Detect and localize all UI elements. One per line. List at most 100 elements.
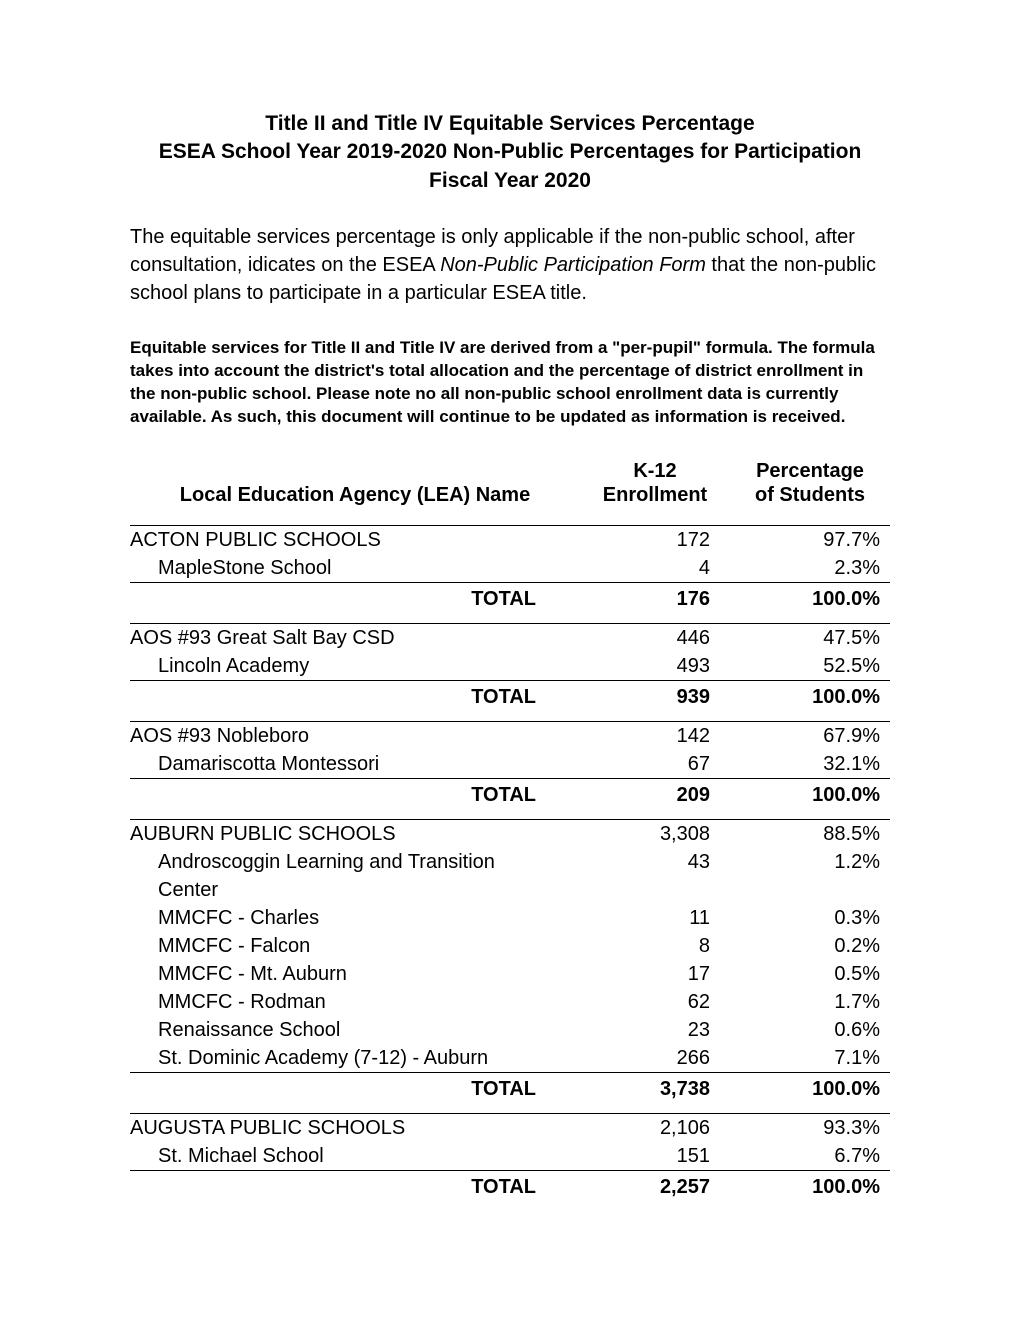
total-label: TOTAL [130, 585, 560, 613]
sub-school-row: MMCFC - Falcon80.2% [130, 932, 890, 960]
title-line-2: ESEA School Year 2019-2020 Non-Public Pe… [159, 140, 862, 163]
sub-school-enrollment: 8 [560, 932, 720, 960]
intro-paragraph: The equitable services percentage is onl… [130, 223, 890, 307]
total-enrollment: 176 [560, 585, 720, 613]
intro-italic: Non-Public Participation Form [440, 254, 711, 276]
sub-school-name: St. Michael School [130, 1142, 560, 1170]
sub-school-enrollment: 17 [560, 960, 720, 988]
total-percentage: 100.0% [720, 781, 890, 809]
sub-school-name: Lincoln Academy [130, 652, 560, 680]
sub-school-name: MMCFC - Charles [130, 904, 560, 932]
sub-school-row: Lincoln Academy49352.5% [130, 652, 890, 680]
table-body: ACTON PUBLIC SCHOOLS17297.7%MapleStone S… [130, 525, 890, 1201]
sub-school-name: Androscoggin Learning and Transition Cen… [130, 848, 560, 904]
lea-main-row: AOS #93 Nobleboro14267.9% [130, 722, 890, 750]
total-row: TOTAL939100.0% [130, 680, 890, 711]
lea-name: AOS #93 Nobleboro [130, 722, 560, 750]
lea-main-row: AOS #93 Great Salt Bay CSD44647.5% [130, 624, 890, 652]
sub-school-enrollment: 493 [560, 652, 720, 680]
sub-school-name: Renaissance School [130, 1016, 560, 1044]
lea-main-row: ACTON PUBLIC SCHOOLS17297.7% [130, 526, 890, 554]
document-title: Title II and Title IV Equitable Services… [130, 110, 890, 195]
header-pct-l2: of Students [755, 484, 865, 506]
page: Title II and Title IV Equitable Services… [0, 0, 1020, 1320]
header-enroll-l2: Enrollment [603, 484, 707, 506]
lea-percentage: 93.3% [720, 1114, 890, 1142]
total-enrollment: 209 [560, 781, 720, 809]
lea-name: AUBURN PUBLIC SCHOOLS [130, 820, 560, 848]
sub-school-row: MMCFC - Rodman621.7% [130, 988, 890, 1016]
sub-school-enrollment: 266 [560, 1044, 720, 1072]
sub-school-name: MMCFC - Mt. Auburn [130, 960, 560, 988]
sub-school-percentage: 52.5% [720, 652, 890, 680]
lea-group: ACTON PUBLIC SCHOOLS17297.7%MapleStone S… [130, 525, 890, 613]
sub-school-enrollment: 4 [560, 554, 720, 582]
lea-main-row: AUBURN PUBLIC SCHOOLS3,30888.5% [130, 820, 890, 848]
lea-percentage: 88.5% [720, 820, 890, 848]
lea-percentage: 47.5% [720, 624, 890, 652]
sub-school-row: St. Dominic Academy (7-12) - Auburn2667.… [130, 1044, 890, 1072]
total-enrollment: 939 [560, 683, 720, 711]
lea-main-row: AUGUSTA PUBLIC SCHOOLS2,10693.3% [130, 1114, 890, 1142]
sub-school-row: Damariscotta Montessori6732.1% [130, 750, 890, 778]
sub-school-row: Androscoggin Learning and Transition Cen… [130, 848, 890, 904]
lea-name: AOS #93 Great Salt Bay CSD [130, 624, 560, 652]
sub-school-row: Renaissance School230.6% [130, 1016, 890, 1044]
sub-school-percentage: 1.2% [720, 848, 890, 904]
sub-school-percentage: 0.2% [720, 932, 890, 960]
sub-school-percentage: 6.7% [720, 1142, 890, 1170]
header-percentage: Percentage of Students [730, 459, 890, 507]
total-percentage: 100.0% [720, 1075, 890, 1103]
sub-school-enrollment: 62 [560, 988, 720, 1016]
sub-school-percentage: 32.1% [720, 750, 890, 778]
sub-school-name: MapleStone School [130, 554, 560, 582]
sub-school-percentage: 0.3% [720, 904, 890, 932]
sub-school-enrollment: 43 [560, 848, 720, 904]
total-row: TOTAL3,738100.0% [130, 1072, 890, 1103]
sub-school-name: St. Dominic Academy (7-12) - Auburn [130, 1044, 560, 1072]
sub-school-enrollment: 23 [560, 1016, 720, 1044]
sub-school-enrollment: 67 [560, 750, 720, 778]
total-percentage: 100.0% [720, 1173, 890, 1201]
lea-enrollment: 446 [560, 624, 720, 652]
sub-school-row: MMCFC - Mt. Auburn170.5% [130, 960, 890, 988]
sub-school-row: MMCFC - Charles110.3% [130, 904, 890, 932]
sub-school-percentage: 0.6% [720, 1016, 890, 1044]
lea-enrollment: 2,106 [560, 1114, 720, 1142]
sub-school-name: MMCFC - Falcon [130, 932, 560, 960]
note-paragraph: Equitable services for Title II and Titl… [130, 337, 890, 429]
lea-enrollment: 142 [560, 722, 720, 750]
total-row: TOTAL176100.0% [130, 582, 890, 613]
total-row: TOTAL209100.0% [130, 778, 890, 809]
header-enrollment: K-12 Enrollment [580, 459, 730, 507]
sub-school-name: MMCFC - Rodman [130, 988, 560, 1016]
total-enrollment: 3,738 [560, 1075, 720, 1103]
lea-percentage: 97.7% [720, 526, 890, 554]
sub-school-enrollment: 151 [560, 1142, 720, 1170]
sub-school-row: St. Michael School1516.7% [130, 1142, 890, 1170]
lea-group: AUGUSTA PUBLIC SCHOOLS2,10693.3%St. Mich… [130, 1113, 890, 1201]
total-label: TOTAL [130, 781, 560, 809]
sub-school-percentage: 2.3% [720, 554, 890, 582]
sub-school-percentage: 1.7% [720, 988, 890, 1016]
header-enroll-l1: K-12 [633, 460, 676, 482]
total-label: TOTAL [130, 1075, 560, 1103]
sub-school-enrollment: 11 [560, 904, 720, 932]
total-label: TOTAL [130, 683, 560, 711]
sub-school-percentage: 7.1% [720, 1044, 890, 1072]
total-row: TOTAL2,257100.0% [130, 1170, 890, 1201]
header-lea-name: Local Education Agency (LEA) Name [130, 484, 580, 507]
lea-percentage: 67.9% [720, 722, 890, 750]
total-percentage: 100.0% [720, 585, 890, 613]
sub-school-name: Damariscotta Montessori [130, 750, 560, 778]
total-percentage: 100.0% [720, 683, 890, 711]
header-pct-l1: Percentage [756, 460, 864, 482]
sub-school-row: MapleStone School42.3% [130, 554, 890, 582]
lea-group: AUBURN PUBLIC SCHOOLS3,30888.5%Androscog… [130, 819, 890, 1103]
lea-name: ACTON PUBLIC SCHOOLS [130, 526, 560, 554]
total-label: TOTAL [130, 1173, 560, 1201]
table-header-row: Local Education Agency (LEA) Name K-12 E… [130, 453, 890, 515]
lea-enrollment: 172 [560, 526, 720, 554]
title-line-1: Title II and Title IV Equitable Services… [265, 112, 754, 135]
title-line-3: Fiscal Year 2020 [429, 169, 591, 192]
